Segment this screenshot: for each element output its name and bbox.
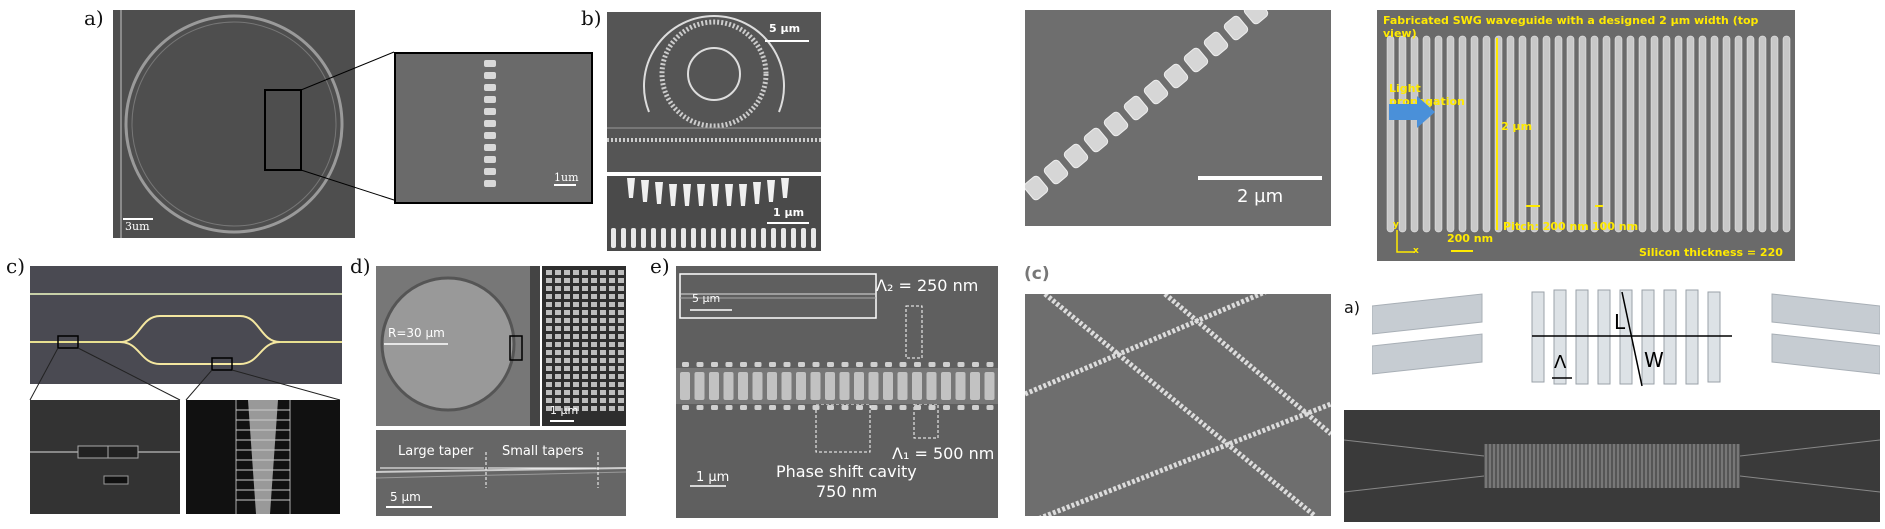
lambda2-label: Λ₂ = 250 nm [876, 276, 979, 295]
inset-graphic [484, 60, 496, 187]
grating-graphic [1344, 439, 1880, 493]
panel-a-inset: 1um [394, 52, 593, 204]
crossing-graphic [1025, 294, 1331, 516]
large-taper-label: Large taper [398, 444, 474, 459]
panel-label-d: d) [350, 254, 371, 278]
panel-d-taper: Large taper Small tapers 5 µm [376, 430, 626, 516]
scale-label: 2 µm [1237, 186, 1284, 207]
axis-y-label: y [1393, 220, 1399, 230]
scale-label: 1um [554, 171, 579, 184]
scale-bar [386, 506, 432, 508]
panel-b-top: 5 µm [607, 12, 821, 172]
inset-right-graphic [235, 400, 291, 514]
panel-b-bottom: 1 µm [607, 176, 821, 251]
width-line [1496, 38, 1498, 230]
scale-bar [123, 218, 153, 220]
panel-swg-waveguide: Fabricated SWG waveguide with a designed… [1377, 10, 1795, 261]
arrow-icon [1389, 96, 1435, 128]
axis-icon [1396, 230, 1415, 253]
panel-d-ring: R=30 µm [376, 266, 530, 426]
panel-label-c-paren: (c) [1024, 264, 1050, 284]
panel-label-e: e) [650, 254, 670, 278]
scale-label: 1 µm [550, 404, 579, 417]
lambda1-label: Λ₁ = 500 nm [892, 444, 995, 463]
panel-sem-bottom-right [1344, 410, 1880, 522]
panel-label-b: b) [581, 6, 602, 30]
pitch-marker [1526, 205, 1540, 207]
bragg-graphic [676, 273, 998, 487]
panel-c-inset-left [30, 400, 180, 514]
scale-bar [765, 40, 809, 42]
axis-x-label: x [1413, 246, 1419, 256]
cavity-label-1: Phase shift cavity [776, 462, 917, 481]
scale-label: 1 µm [696, 470, 730, 485]
panel-d-strip [530, 266, 540, 426]
diagonal-blocks [1025, 10, 1269, 201]
ring-bragg-graphic [607, 15, 821, 142]
panel-label-a2: a) [1344, 298, 1361, 317]
scale-bar [767, 222, 809, 224]
mzi-graphic [30, 293, 342, 371]
panel-label-c: c) [6, 254, 26, 278]
panel-c-mzi [30, 266, 342, 384]
disk-graphic [380, 276, 523, 412]
gap-label: 100 nm [1592, 220, 1639, 233]
taper-graphic [376, 452, 626, 488]
thickness-label: Silicon thickness = 220 nm [1639, 246, 1783, 261]
scale-bar [554, 184, 576, 186]
scale-bar [550, 420, 574, 422]
inset-left-graphic [30, 445, 180, 485]
panel-crossing-sem [1025, 294, 1331, 516]
panel-d-inset: 1 µm [542, 266, 626, 426]
scale-label: 3um [125, 220, 150, 233]
panel-label-a: a) [84, 6, 104, 30]
swg-bars [1386, 35, 1791, 233]
label-L: L [1614, 310, 1626, 334]
scale-label: 5 µm [769, 22, 801, 35]
label-Lambda: Λ [1554, 352, 1567, 373]
label-W: W [1644, 348, 1664, 372]
scale-bar [1198, 176, 1322, 180]
pitch-label: Pitch: 200 nm [1503, 220, 1589, 233]
light-label-1: Light [1389, 82, 1421, 95]
width-label: 2 µm [1501, 120, 1533, 133]
radius-label: R=30 µm [388, 326, 445, 340]
panel-sem-diagonal: 2 µm [1025, 10, 1331, 226]
swg-title: Fabricated SWG waveguide with a designed… [1383, 14, 1759, 40]
scale-bar [1451, 250, 1473, 252]
small-tapers-label: Small tapers [502, 444, 584, 459]
inset-scale-label: 5 µm [692, 292, 721, 305]
grid-graphic [546, 270, 624, 411]
scale-label: 200 nm [1447, 232, 1494, 245]
scale-label: 5 µm [390, 490, 421, 504]
scale-label: 1 µm [773, 206, 805, 219]
schematic-graphic [1372, 289, 1880, 387]
panel-c-inset-right [186, 400, 340, 514]
panel-e-bragg: 5 µm Λ₂ = 250 nm Λ₁ = 500 nm Phase shift… [676, 266, 998, 518]
panel-3d-schematic: L W Λ [1372, 286, 1880, 406]
panel-a-ring-sem: 3um [113, 10, 355, 238]
ring-graphic [120, 10, 344, 238]
cavity-label-2: 750 nm [816, 482, 878, 501]
teeth-graphic [611, 178, 816, 248]
gap-marker [1595, 205, 1603, 207]
